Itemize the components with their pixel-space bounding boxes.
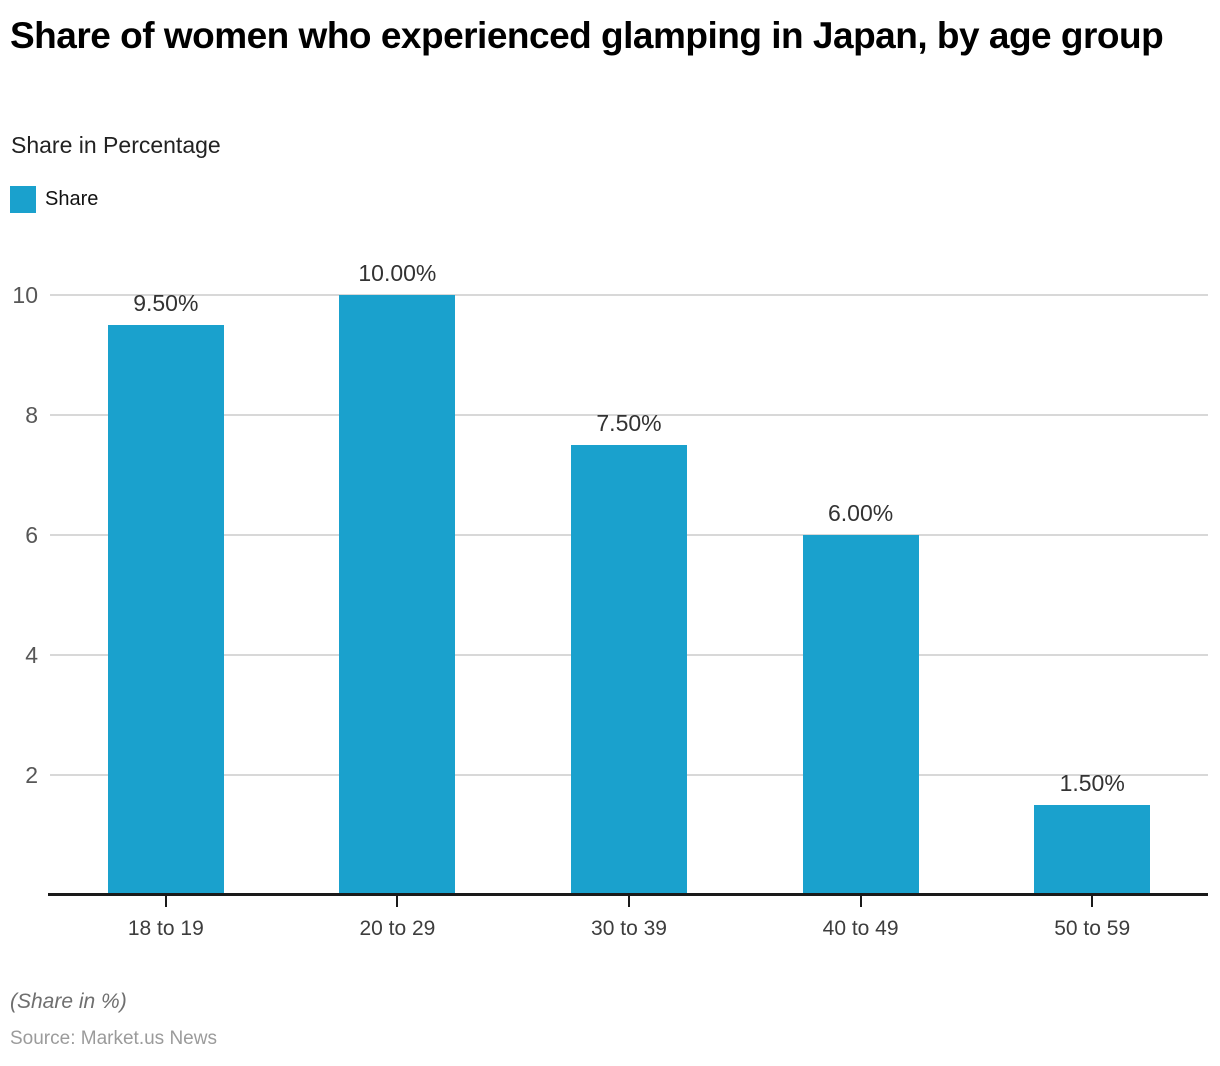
- bar-value-label: 9.50%: [133, 290, 199, 316]
- x-axis-category-label: 18 to 19: [127, 917, 204, 940]
- bar-30-to-39: [571, 445, 687, 893]
- x-axis-tick: [1091, 896, 1094, 907]
- chart-subtitle: Share in Percentage: [11, 132, 221, 158]
- x-axis-category-label: 30 to 39: [591, 917, 667, 940]
- bar-value-label: 1.50%: [1059, 770, 1125, 796]
- gridline: [50, 294, 1208, 296]
- x-axis-tick: [628, 896, 630, 907]
- y-axis-tick-label: 10: [12, 282, 38, 308]
- x-axis-line: [48, 893, 1208, 896]
- legend-label: Share: [45, 188, 99, 210]
- y-axis-tick-label: 8: [25, 402, 38, 428]
- source-text: Source: Market.us News: [10, 1028, 217, 1049]
- bar-value-label: 10.00%: [358, 260, 437, 286]
- x-axis-tick: [164, 896, 167, 907]
- x-axis-category-label: 20 to 29: [359, 917, 436, 940]
- y-axis-tick-label: 2: [25, 762, 38, 788]
- legend-swatch: [10, 186, 36, 213]
- share-note: (Share in %): [10, 990, 127, 1013]
- x-axis-category-label: 50 to 59: [1054, 917, 1131, 940]
- bar-20-to-29: [339, 295, 456, 893]
- legend: Share: [10, 186, 98, 213]
- y-axis-tick-label: 4: [25, 642, 38, 668]
- bar-50-to-59: [1034, 805, 1151, 893]
- bar-40-to-49: [802, 535, 919, 893]
- chart-title: Share of women who experienced glamping …: [10, 15, 1164, 56]
- gridline: [50, 414, 1208, 416]
- x-axis-category-label: 40 to 49: [822, 917, 899, 940]
- bar-18-to-19: [107, 325, 224, 893]
- y-axis-tick-label: 6: [25, 522, 38, 548]
- x-axis-tick: [396, 896, 399, 907]
- bar-value-label: 6.00%: [827, 500, 894, 526]
- bar-value-label: 7.50%: [596, 410, 662, 436]
- x-axis-tick: [859, 896, 862, 907]
